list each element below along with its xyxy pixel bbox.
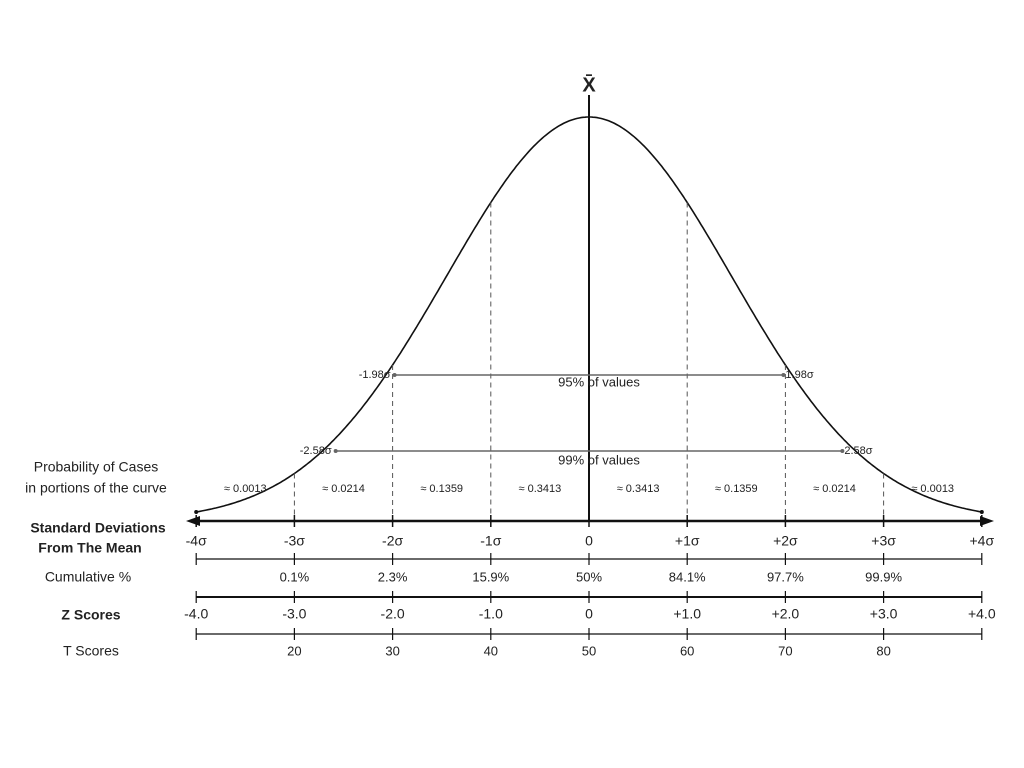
z-score: 0: [585, 606, 593, 622]
sd-tick-label: -4σ: [186, 533, 207, 549]
probability-value: ≈ 0.1359: [420, 483, 463, 495]
interval-end: [781, 373, 786, 377]
cumulative-value: 2.3%: [378, 569, 408, 584]
sd-tick-label: +4σ: [969, 533, 994, 549]
z-score: +2.0: [772, 606, 800, 622]
cumulative-value: 99.9%: [865, 569, 902, 584]
curve-end: [979, 510, 984, 515]
interval-right-label: 1.98σ: [785, 369, 813, 381]
z-score: -2.0: [381, 606, 405, 622]
t-score: 40: [484, 643, 498, 658]
probability-value: ≈ 0.3413: [519, 483, 562, 495]
z-score: -4.0: [184, 606, 208, 622]
z-score: -3.0: [282, 606, 306, 622]
row-label: Probability of Cases: [34, 459, 159, 475]
sd-tick-label: -2σ: [382, 533, 403, 549]
cumulative-value: 15.9%: [472, 569, 509, 584]
sd-tick-label: +3σ: [871, 533, 896, 549]
interval-left-label: -1.98σ: [359, 369, 391, 381]
z-score: -1.0: [479, 606, 503, 622]
cumulative-value: 0.1%: [280, 569, 310, 584]
probability-value: ≈ 0.3413: [617, 483, 660, 495]
sd-tick-label: +1σ: [675, 533, 700, 549]
row-label: From The Mean: [38, 540, 141, 556]
sd-tick-label: +2σ: [773, 533, 798, 549]
t-score: 70: [778, 643, 792, 658]
axis-arrow: [980, 516, 994, 526]
sd-tick-label: 0: [585, 533, 593, 549]
row-label: T Scores: [63, 643, 119, 659]
sd-tick-label: -3σ: [284, 533, 305, 549]
z-score: +3.0: [870, 606, 898, 622]
t-score: 80: [876, 643, 890, 658]
row-label: Cumulative %: [45, 569, 131, 585]
interval-right-label: 2.58σ: [844, 445, 872, 457]
sd-tick-label: -1σ: [480, 533, 501, 549]
z-score: +4.0: [968, 606, 996, 622]
interval-end: [392, 373, 397, 377]
probability-value: ≈ 0.0013: [224, 483, 267, 495]
cumulative-value: 84.1%: [669, 569, 706, 584]
interval-end: [840, 449, 845, 453]
t-score: 60: [680, 643, 694, 658]
t-score: 30: [385, 643, 399, 658]
cumulative-value: 50%: [576, 569, 602, 584]
row-label: in portions of the curve: [25, 480, 167, 496]
interval-label: 99% of values: [558, 452, 640, 467]
interval-left-label: -2.58σ: [300, 445, 332, 457]
t-score: 50: [582, 643, 596, 658]
interval-label: 95% of values: [558, 374, 640, 389]
z-score: +1.0: [673, 606, 701, 622]
row-label: Z Scores: [61, 607, 120, 623]
mean-label: X̄: [582, 74, 596, 96]
probability-value: ≈ 0.0013: [911, 483, 954, 495]
interval-end: [333, 449, 338, 453]
probability-value: ≈ 0.0214: [322, 483, 365, 495]
curve-end: [194, 510, 199, 515]
probability-value: ≈ 0.0214: [813, 483, 856, 495]
cumulative-value: 97.7%: [767, 569, 804, 584]
t-score: 20: [287, 643, 301, 658]
row-label: Standard Deviations: [30, 520, 166, 536]
probability-value: ≈ 0.1359: [715, 483, 758, 495]
